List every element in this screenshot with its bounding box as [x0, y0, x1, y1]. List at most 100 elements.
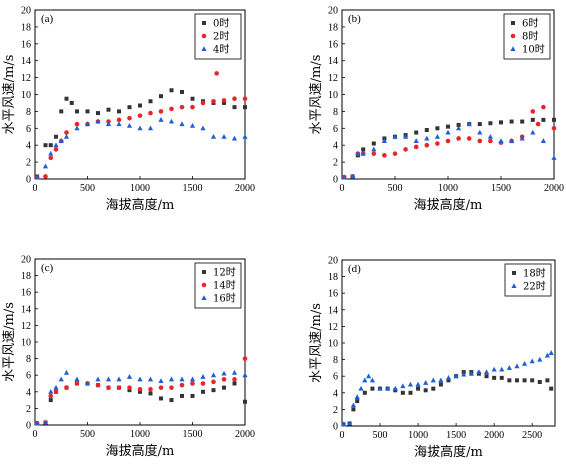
panel-3-series-1-point: [169, 398, 174, 403]
panel-2-series-2-point: [424, 142, 430, 148]
panel-3-series-3-point: [221, 370, 227, 376]
panel-4-series-2-point: [400, 383, 406, 389]
panel-4-series-2-point: [358, 385, 364, 391]
panel-1-series-2-point: [214, 71, 219, 76]
panel-3-series-2-point: [116, 385, 122, 390]
panel-1-series-2-point: [242, 96, 248, 102]
panel-4-series-2-point: [445, 375, 452, 380]
panel-4-series-2-point: [544, 352, 550, 358]
panel-1-x-axis-title: 海拔高度/m: [106, 197, 175, 213]
panel-3-x-tick-label: 1000: [130, 429, 150, 440]
panel-2-y-tick-label: 12: [328, 73, 338, 84]
panel-4-series-2-point: [430, 377, 436, 383]
panel-2-series-3-point: [551, 155, 557, 160]
panel-4-x-tick-label: 2500: [522, 430, 542, 441]
panel-3-series-1-point: [159, 396, 163, 401]
panel-3-series-1-point: [138, 389, 142, 394]
panel-3-y-tick-label: 8: [26, 354, 31, 365]
panel-4-series-1-point: [549, 386, 554, 391]
panel-1-x-tick-label: 1000: [130, 183, 150, 194]
panel-4-series-2-point: [350, 402, 357, 408]
panel-2-series-3-point: [466, 121, 472, 127]
panel-4-series-2-point: [453, 373, 459, 379]
panel-1-series-3-point: [158, 117, 164, 122]
panel-3-series-1-point: [148, 391, 153, 396]
panel-2-legend-label-2: 8时: [522, 31, 538, 43]
panel-2-series-3-point: [355, 150, 361, 156]
panel-2-series-2-point: [477, 138, 483, 144]
panel-3-series-3-point: [74, 376, 80, 382]
panel-3-y-tick-label: 4: [26, 387, 31, 398]
panel-3-series-3-point: [126, 374, 133, 379]
panel-3-series-2-point: [158, 385, 164, 390]
panel-4-y-tick-label: 2: [333, 405, 338, 416]
panel-1-series-3-point: [147, 125, 154, 131]
panel-4-y-tick-label: 6: [333, 372, 338, 383]
panel-2-series-3-point: [456, 125, 462, 131]
panel-1-y-tick-label: 18: [21, 22, 31, 33]
panel-3-series-1-point: [48, 398, 53, 403]
panel-2-series-1-point: [509, 119, 514, 124]
panel-3-y-tick-label: 14: [21, 304, 31, 315]
panel-1-series-3-point: [189, 122, 196, 128]
panel-1-series-2-point: [116, 117, 122, 123]
panel-3-series-1-point: [201, 389, 205, 394]
panel-4-series-1-point: [355, 399, 360, 404]
panel-2-series-1-point: [541, 117, 546, 122]
panel-3-x-tick-label: 2000: [235, 429, 255, 440]
panel-4-y-tick-label: 12: [328, 322, 338, 333]
panel-2-series-2-point: [488, 138, 493, 144]
panel-3-series-2-point: [137, 387, 143, 392]
panel-2-series-3-point: [434, 133, 440, 139]
panel-1-series-1-point: [117, 109, 121, 114]
panel-2-series-2-point: [551, 126, 557, 131]
panel-1-series-1-point: [54, 134, 58, 139]
panel-1-series-1-point: [159, 94, 163, 99]
panel-3-series-3-point: [189, 376, 196, 382]
panel-4-series-2-point: [491, 366, 497, 372]
panel-1-y-tick-label: 16: [21, 39, 31, 50]
panel-2-series-3-point: [498, 138, 504, 143]
panel-4-series-1-point: [400, 390, 405, 395]
panel-1-y-tick-label: 6: [26, 124, 31, 135]
panel-1-series-1-point: [106, 107, 111, 112]
panel-4-legend-box: [504, 263, 552, 297]
panel-1-series-1-point: [75, 109, 79, 114]
panel-1-series-3-point: [84, 121, 91, 127]
panel-4-series-1-point: [423, 388, 428, 393]
panel-3-y-tick-label: 12: [21, 321, 31, 332]
panel-4-series-2-point: [423, 380, 429, 385]
panel-4-series-1-point: [362, 390, 367, 395]
panel-4-series-1-point: [370, 386, 375, 391]
panel-3-series-3-point: [200, 374, 206, 379]
panel-3-series-2-point: [48, 393, 54, 399]
panel-4-series-2-point: [548, 350, 554, 355]
panel-2-series-3-point: [509, 138, 515, 143]
panel-1-series-2-point: [169, 106, 174, 112]
panel-1-series-3-point: [137, 125, 143, 131]
panel-2-series-3-point: [530, 129, 536, 135]
panel-4-legend-label-2: 22时: [523, 281, 546, 293]
panel-2-series-1-point: [488, 121, 493, 126]
panel-2-series-2-point: [403, 147, 408, 152]
panel-3-y-tick-label: 20: [21, 255, 31, 266]
panel-4-x-tick-label: 1000: [408, 430, 428, 441]
panel-3-series-3-point: [95, 376, 101, 382]
panel-3-series-2-point: [242, 356, 248, 361]
panel-2-x-tick-label: 1000: [438, 183, 458, 194]
panel-3-legend-label-1: 12时: [213, 267, 236, 279]
panel-3-legend-marker-2: [201, 282, 207, 288]
panel-4-series-1-point: [408, 390, 413, 395]
panel-1-x-tick-label: 2000: [235, 183, 255, 194]
panel-1-series-3-point: [116, 121, 122, 127]
panel-2-series-3-point: [445, 129, 451, 135]
panel-4-series-2-point: [514, 363, 520, 369]
panel-2-series-1-point: [499, 120, 503, 125]
panel-4-series-2-point: [476, 369, 482, 375]
panel-2-series-3-point: [381, 138, 387, 143]
panel-2-series-2-point: [392, 151, 398, 156]
panel-1-series-2-point: [48, 155, 54, 161]
panel-3-series-1-point: [243, 399, 247, 404]
panel-1-series-1-point: [59, 109, 64, 114]
panel-1-series-1-point: [232, 105, 237, 110]
